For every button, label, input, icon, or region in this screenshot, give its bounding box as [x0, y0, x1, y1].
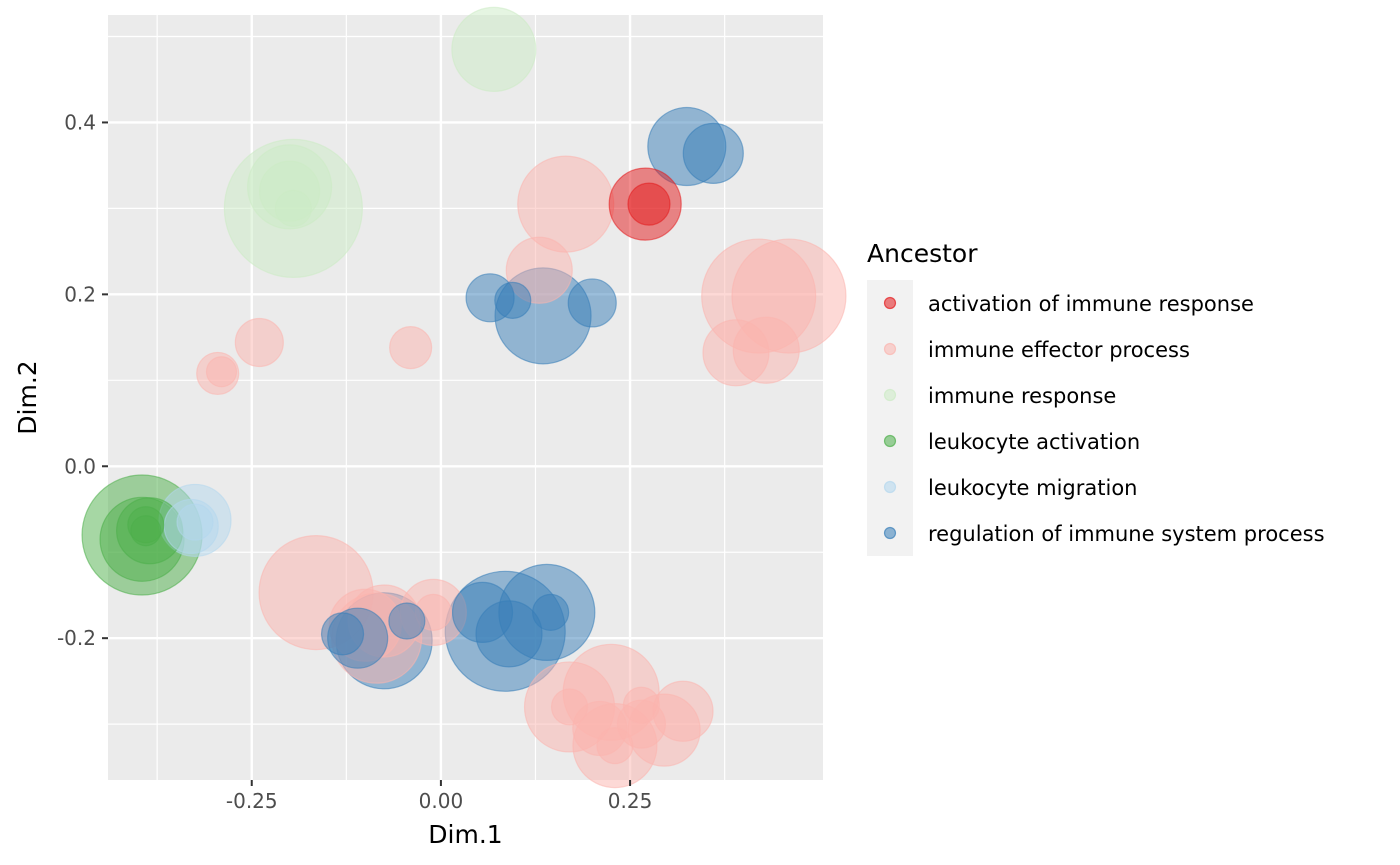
x-axis-title: Dim.1	[428, 820, 502, 849]
x-tick-label: 0.00	[419, 789, 464, 813]
data-point	[494, 281, 532, 319]
legend: Ancestor activation of immune response im…	[867, 239, 1325, 556]
data-point	[274, 189, 312, 227]
legend-key	[883, 434, 897, 448]
y-axis-title: Dim.2	[13, 360, 42, 434]
data-points	[81, 6, 847, 789]
data-point	[176, 503, 214, 541]
x-tick-label: -0.25	[226, 789, 278, 813]
data-point	[130, 515, 162, 547]
y-axis-ticks: -0.2 0.0 0.2 0.4	[57, 110, 108, 650]
legend-label: immune effector process	[928, 338, 1190, 362]
legend-key-background	[867, 280, 913, 556]
y-tick-label: -0.2	[57, 626, 96, 650]
x-axis-ticks: -0.25 0.00 0.25	[226, 780, 652, 813]
legend-label: leukocyte migration	[928, 476, 1137, 500]
data-point	[682, 122, 744, 184]
data-point	[550, 688, 589, 726]
y-tick-label: 0.2	[64, 282, 96, 306]
data-point	[320, 612, 365, 656]
data-point	[205, 356, 238, 388]
data-point	[596, 727, 634, 765]
legend-key	[883, 296, 897, 310]
legend-entries: activation of immune response immune effe…	[883, 292, 1325, 546]
data-point	[567, 278, 617, 328]
data-point	[627, 182, 671, 226]
data-point	[732, 316, 800, 384]
legend-title: Ancestor	[867, 239, 978, 268]
y-tick-label: 0.4	[64, 110, 96, 134]
data-point	[388, 602, 426, 640]
legend-key	[883, 342, 897, 356]
legend-label: activation of immune response	[928, 292, 1254, 316]
legend-label: regulation of immune system process	[928, 522, 1325, 546]
legend-label: leukocyte activation	[928, 430, 1140, 454]
data-point	[622, 686, 661, 724]
x-tick-label: 0.25	[608, 789, 653, 813]
data-point	[451, 581, 514, 643]
legend-key	[883, 526, 897, 540]
y-tick-label: 0.0	[64, 454, 96, 478]
data-point	[451, 6, 537, 92]
data-point	[532, 593, 570, 631]
legend-key	[883, 388, 897, 402]
legend-label: immune response	[928, 384, 1116, 408]
data-point	[389, 326, 433, 370]
data-point	[234, 317, 284, 368]
legend-key	[883, 480, 897, 494]
